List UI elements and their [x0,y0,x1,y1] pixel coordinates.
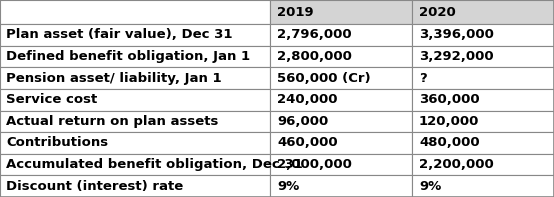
Bar [412,111,554,132]
Text: 3,396,000: 3,396,000 [419,28,494,41]
Bar [270,111,412,132]
Text: Plan asset (fair value), Dec 31: Plan asset (fair value), Dec 31 [6,28,233,41]
Text: 560,000 (Cr): 560,000 (Cr) [277,72,371,85]
Bar [0,175,270,197]
Text: 2019: 2019 [277,6,314,19]
Bar [270,46,412,67]
Text: 2,800,000: 2,800,000 [277,50,352,63]
Bar [412,132,554,154]
Text: 9%: 9% [277,180,299,193]
Bar [270,24,412,46]
Text: Discount (interest) rate: Discount (interest) rate [6,180,183,193]
Bar [0,111,270,132]
Bar [0,46,270,67]
Bar [0,67,270,89]
Text: ?: ? [419,72,427,85]
Text: 96,000: 96,000 [277,115,329,128]
Text: Contributions: Contributions [6,137,108,150]
Text: 460,000: 460,000 [277,137,337,150]
Bar [270,154,412,175]
Bar [0,24,270,46]
Text: 9%: 9% [419,180,441,193]
Text: 360,000: 360,000 [419,93,480,106]
Bar [0,89,270,111]
Text: 3,292,000: 3,292,000 [419,50,494,63]
Text: Defined benefit obligation, Jan 1: Defined benefit obligation, Jan 1 [6,50,250,63]
Bar [270,0,412,24]
Text: Actual return on plan assets: Actual return on plan assets [6,115,218,128]
Bar [270,132,412,154]
Text: 2,200,000: 2,200,000 [419,158,494,171]
Text: 480,000: 480,000 [419,137,480,150]
Text: 2,796,000: 2,796,000 [277,28,352,41]
Text: Accumulated benefit obligation, Dec 31: Accumulated benefit obligation, Dec 31 [6,158,302,171]
Bar [412,0,554,24]
Bar [412,89,554,111]
Text: 2020: 2020 [419,6,456,19]
Bar [412,46,554,67]
Bar [0,154,270,175]
Bar [412,24,554,46]
Text: 240,000: 240,000 [277,93,337,106]
Bar [0,0,270,24]
Text: Service cost: Service cost [6,93,98,106]
Text: Pension asset/ liability, Jan 1: Pension asset/ liability, Jan 1 [6,72,222,85]
Text: 120,000: 120,000 [419,115,479,128]
Bar [412,175,554,197]
Bar [270,89,412,111]
Bar [0,132,270,154]
Bar [412,154,554,175]
Text: 2,000,000: 2,000,000 [277,158,352,171]
Bar [412,67,554,89]
Bar [270,67,412,89]
Bar [270,175,412,197]
